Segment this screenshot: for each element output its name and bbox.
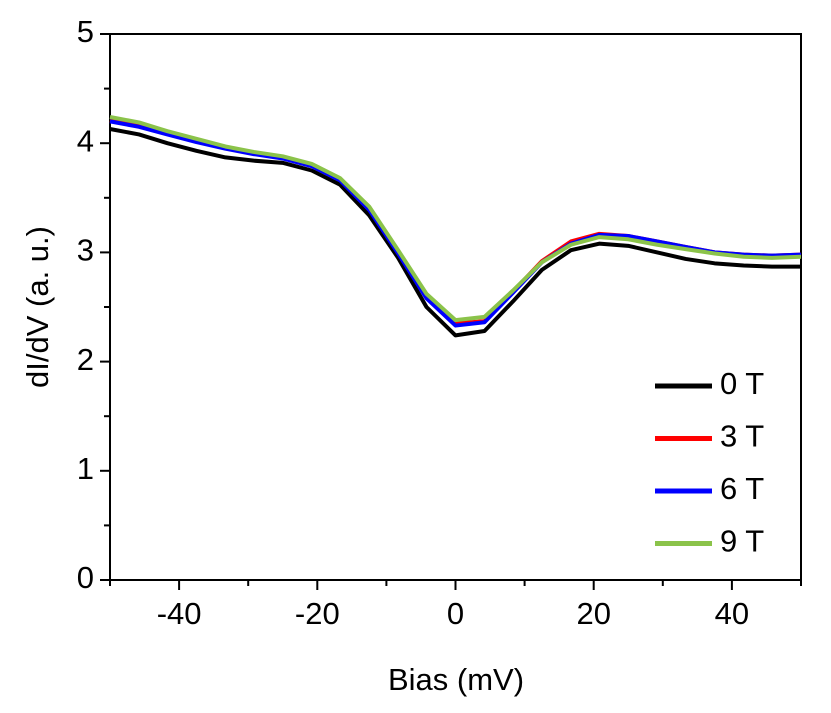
plot-frame [109,33,802,581]
x-axis-label: Bias (mV) [388,662,524,697]
y-axis-label: dI/dV (a. u.) [20,226,55,388]
data-line [109,115,802,323]
data-line [109,127,801,338]
x-tick-label: -40 [157,596,202,631]
x-tick-label: 20 [576,596,610,631]
y-tick-label: 4 [77,123,94,158]
x-tick-label: -20 [295,596,340,631]
y-tick-label: 1 [77,451,94,486]
legend-label: 6 T [720,471,764,506]
y-tick-label: 0 [77,560,94,595]
y-tick-label: 5 [77,14,94,49]
data-line [109,118,802,326]
legend-label: 0 T [720,366,764,401]
legend-label: 3 T [720,419,764,454]
y-tick-label: 3 [77,233,94,268]
y-tick-label: 2 [77,342,94,377]
x-tick-label: 0 [447,596,464,631]
legend-label: 9 T [720,524,764,559]
data-line [109,119,802,328]
x-tick-label: 40 [715,596,749,631]
